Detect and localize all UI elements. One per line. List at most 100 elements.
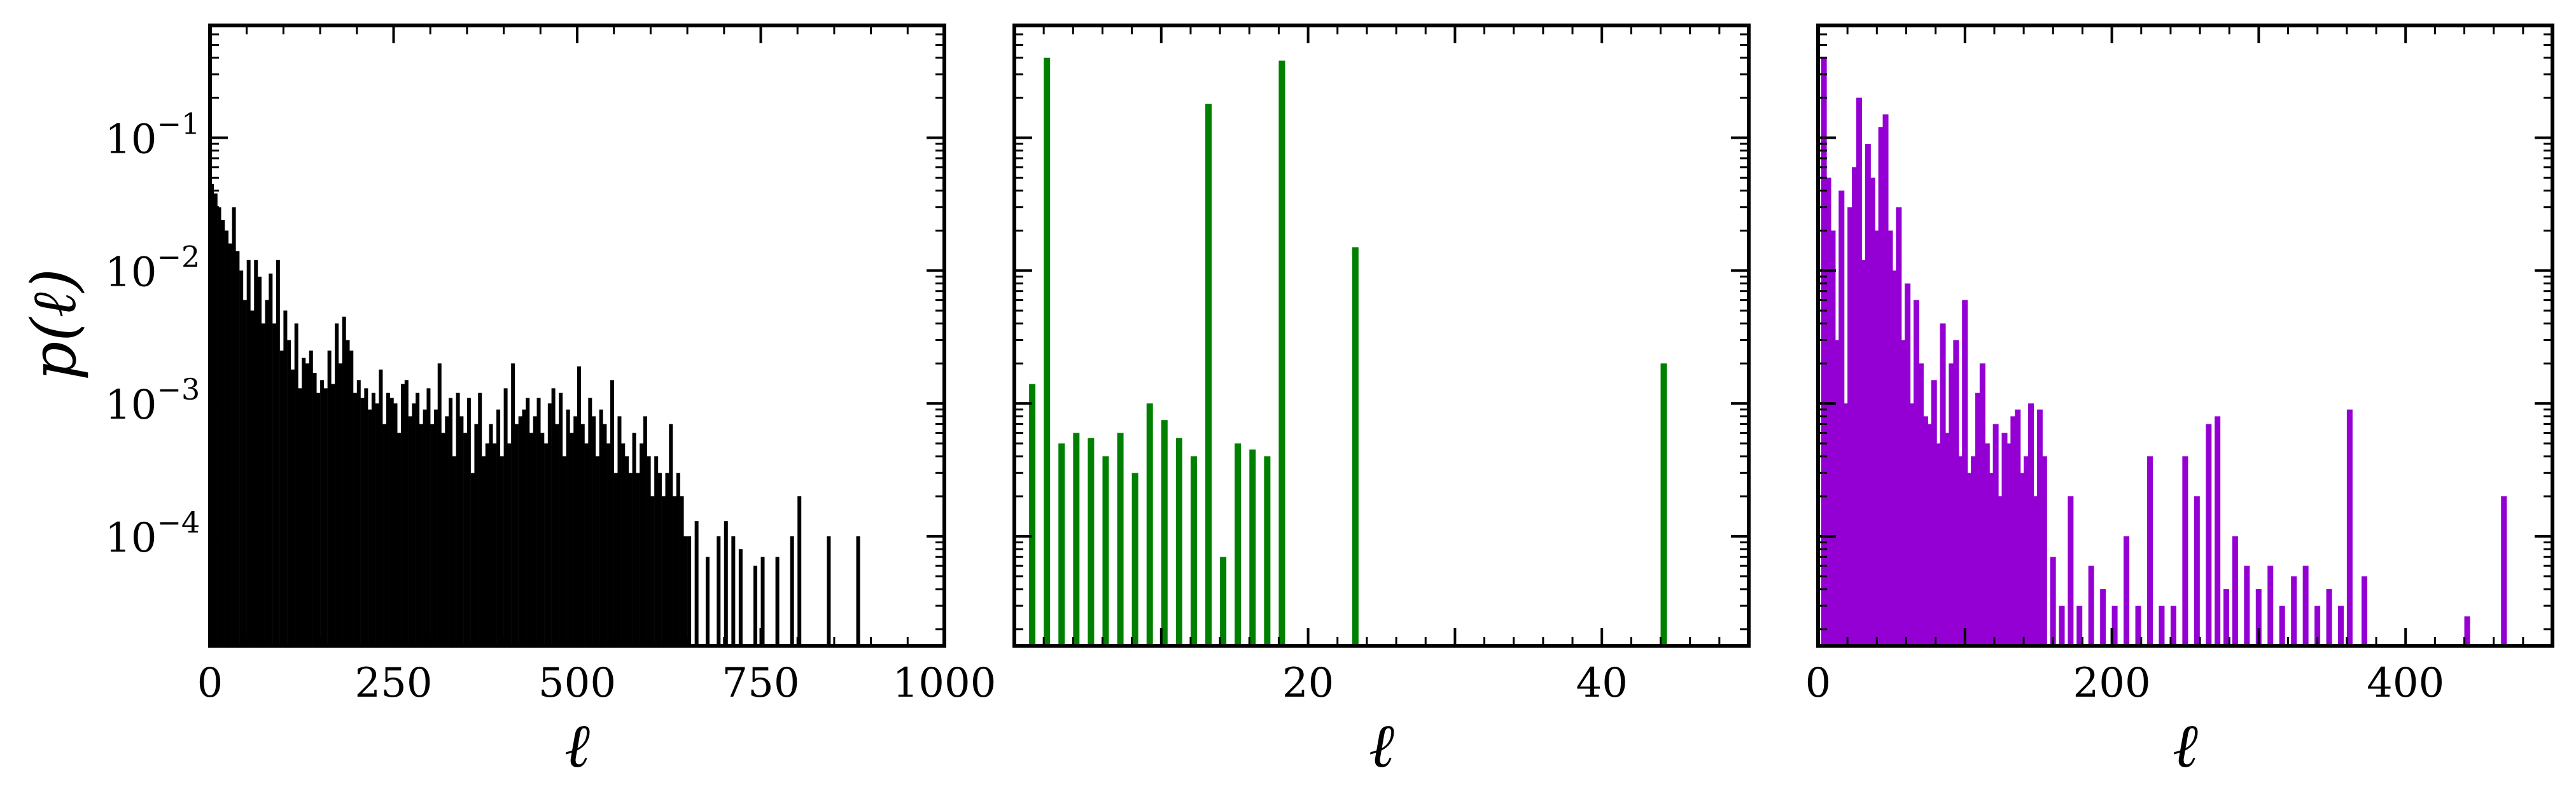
bar: [2302, 566, 2309, 646]
bar: [1975, 393, 1981, 646]
bar: [242, 300, 247, 646]
bar: [1352, 247, 1359, 646]
bar: [364, 388, 368, 646]
bar: [617, 416, 622, 646]
bar: [2464, 616, 2470, 646]
bar: [466, 398, 471, 646]
bar: [2010, 416, 2017, 646]
bar: [1966, 473, 1973, 646]
bar: [694, 521, 699, 646]
bar: [316, 393, 321, 646]
bar: [371, 393, 375, 646]
bar: [2001, 433, 2008, 646]
bar: [544, 443, 549, 646]
bar: [239, 270, 244, 646]
bar: [1909, 403, 1915, 646]
bar: [613, 473, 618, 646]
panel-right: 0 200 400 ℓ: [1805, 24, 2554, 781]
bar: [1235, 443, 1242, 646]
bar: [522, 409, 526, 646]
bar: [327, 351, 332, 646]
bar: [1944, 433, 1950, 646]
bar: [507, 443, 512, 646]
panel-middle: 20 40 ℓ: [1012, 24, 1751, 781]
bar: [1102, 456, 1109, 646]
bar: [221, 219, 225, 646]
bar: [463, 433, 468, 646]
bar: [1988, 473, 1994, 646]
bar: [1860, 260, 1866, 646]
bar: [276, 260, 280, 646]
bar: [1914, 300, 1920, 646]
bar: [2111, 606, 2118, 646]
bar: [1949, 363, 1955, 646]
bar: [401, 384, 405, 646]
bar: [643, 416, 647, 646]
y-tick-label: 10−2: [105, 239, 200, 296]
bar: [416, 393, 420, 646]
bar: [2182, 456, 2188, 646]
bar: [555, 424, 559, 646]
bar: [246, 260, 251, 646]
bar: [298, 388, 302, 646]
bar: [1044, 57, 1051, 646]
bar: [647, 456, 651, 646]
bar: [1926, 424, 1933, 646]
x-tick-label: 500: [538, 660, 616, 707]
y-tick-base: 10: [105, 382, 157, 429]
bar: [1058, 443, 1065, 646]
bar: [2028, 403, 2034, 646]
bar: [2326, 589, 2332, 646]
bar: [636, 473, 640, 646]
bar: [1882, 114, 1889, 646]
bar: [797, 496, 802, 646]
bar: [1869, 178, 1875, 646]
bar: [2059, 606, 2065, 646]
bar: [580, 424, 585, 646]
x-tick-label: 0: [1805, 660, 1831, 707]
bar: [1957, 456, 1964, 646]
bar: [2279, 606, 2285, 646]
x-tick-label: 750: [722, 660, 799, 707]
bar: [232, 207, 236, 646]
bar: [1073, 433, 1080, 646]
bar: [603, 424, 607, 646]
bar: [1146, 403, 1153, 646]
bar: [412, 403, 416, 646]
x-tick-label: 20: [1282, 660, 1334, 707]
y-tick-label: 10−4: [105, 505, 200, 562]
bar: [753, 566, 757, 646]
bar: [478, 393, 482, 646]
bar: [1190, 456, 1197, 646]
bar: [657, 473, 662, 646]
bar: [1896, 207, 1902, 646]
bar: [2346, 409, 2353, 646]
bar: [2076, 606, 2083, 646]
bar: [419, 424, 423, 646]
bar: [265, 300, 269, 646]
bar: [2146, 456, 2153, 646]
bar: [445, 416, 449, 646]
bar: [456, 393, 460, 646]
y-tick-base: 10: [105, 515, 157, 562]
bar: [540, 433, 545, 646]
y-tick-base: 10: [105, 249, 157, 296]
y-tick-base: 10: [105, 116, 157, 163]
x-axis-label: ℓ: [2173, 710, 2198, 781]
bar: [1088, 438, 1095, 646]
bar: [1029, 384, 1036, 646]
bar: [1922, 416, 1928, 646]
bar: [1131, 473, 1138, 646]
bar: [1931, 380, 1937, 646]
bar: [2215, 416, 2221, 646]
bar: [533, 416, 537, 646]
bar: [228, 243, 232, 646]
bar: [588, 398, 592, 646]
bar: [1940, 323, 1946, 646]
bar: [2068, 496, 2074, 646]
bar: [489, 424, 493, 646]
y-tick-exponent: −3: [157, 372, 200, 407]
bar: [449, 398, 453, 646]
bar: [2501, 496, 2507, 646]
bar: [1865, 144, 1871, 646]
